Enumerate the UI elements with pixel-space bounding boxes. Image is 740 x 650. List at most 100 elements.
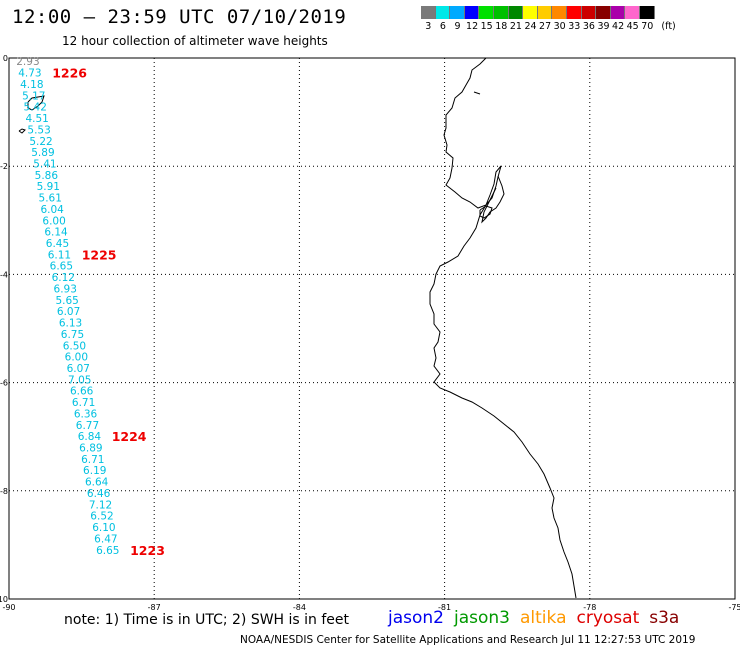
swh-value: 6.00 [42, 215, 65, 227]
swh-value: 6.89 [79, 443, 102, 455]
swh-value: 6.77 [76, 420, 99, 432]
swh-value: 6.11 [48, 249, 71, 261]
coastline-mainland [429, 57, 577, 599]
longitude-label: -84 [293, 603, 306, 612]
galapagos-small-island [18, 128, 26, 134]
color-scale-swatch [435, 6, 451, 19]
color-scale-label: 42 [612, 21, 625, 32]
color-scale-label: 18 [495, 21, 508, 32]
color-scale-label: 33 [568, 21, 581, 32]
swh-value: 5.53 [27, 124, 50, 136]
swh-value: 6.75 [61, 329, 84, 341]
swh-value: 5.22 [29, 136, 52, 148]
swh-value: 7.12 [89, 499, 112, 511]
swh-value: 6.52 [90, 511, 113, 523]
color-scale-swatch [493, 6, 509, 19]
color-scale-label: 36 [582, 21, 595, 32]
color-scale-label: 6 [439, 21, 446, 32]
color-scale-swatch [421, 6, 436, 19]
swh-value: 6.36 [74, 408, 98, 420]
color-scale-legend: 3 6 9 12 15 18 21 24 27 30 33 36 39 42 45 70 (ft) [421, 6, 676, 32]
time-mark: 1224 [112, 429, 147, 444]
color-scale-swatch [639, 6, 655, 19]
credit-line: NOAA/NESDIS Center for Satellite Applica… [240, 634, 696, 646]
swh-value: 6.45 [46, 238, 69, 250]
swh-value: 6.47 [94, 533, 117, 545]
longitude-label: -75 [728, 603, 740, 612]
color-scale-swatch [581, 6, 597, 19]
color-scale-label: 39 [597, 21, 610, 32]
satellite-label: altika [520, 608, 567, 628]
color-scale-label: 27 [539, 21, 552, 32]
color-scale-label: 24 [524, 21, 537, 32]
latitude-label: 0 [3, 54, 8, 63]
swh-value: 5.91 [37, 181, 60, 193]
swh-value: 5.42 [24, 102, 47, 114]
color-scale-label: 12 [466, 21, 479, 32]
color-scale-label: 21 [509, 21, 522, 32]
satellite-label: s3a [649, 608, 680, 628]
swh-value: 5.17 [22, 90, 45, 102]
longitude-label: -90 [2, 603, 15, 612]
time-mark: 1223 [130, 543, 165, 558]
latitude-label: -8 [0, 487, 8, 496]
longitude-label: -78 [583, 603, 596, 612]
swh-value: 6.14 [44, 227, 68, 239]
swh-value: 6.71 [72, 397, 95, 409]
color-scale-swatch [610, 6, 626, 19]
swh-value: 4.51 [25, 113, 48, 125]
color-scale-unit: (ft) [661, 21, 676, 32]
color-scale-label: 70 [641, 21, 654, 32]
swh-value: 6.93 [54, 283, 77, 295]
satellite-label: cryosat [576, 608, 640, 628]
swh-value: 5.41 [33, 158, 56, 170]
latitude-label: -4 [0, 270, 8, 279]
coastline-puna-island [479, 205, 493, 219]
color-scale-swatch [479, 6, 494, 19]
swh-value: 5.89 [31, 147, 54, 159]
swh-value: 5.65 [55, 295, 78, 307]
satellite-label: jason3 [454, 608, 510, 628]
color-scale-swatch [566, 6, 582, 19]
color-scale-swatch [450, 6, 465, 19]
color-scale-swatches [421, 6, 655, 19]
time-marks: 1226 1225 1224 1223 [52, 66, 165, 558]
latitude-label: -2 [0, 162, 8, 171]
swh-value: 6.19 [83, 465, 106, 477]
map-subtitle: 12 hour collection of altimeter wave hei… [62, 34, 328, 48]
swh-value: 6.12 [52, 272, 75, 284]
swh-value: 6.13 [59, 318, 82, 330]
longitude-label: -87 [148, 603, 161, 612]
map-title: 12:00 – 23:59 UTC 07/10/2019 [12, 6, 347, 28]
altimeter-track: 2.934.734.185.175.424.515.535.225.895.41… [16, 56, 119, 557]
color-scale-labels: 3 6 9 12 15 18 21 24 27 30 33 36 39 42 45 70 (ft) [421, 19, 675, 32]
swh-value: 6.10 [92, 522, 115, 534]
swh-value: 6.04 [40, 204, 64, 216]
coastline-la-plata [473, 91, 481, 95]
swh-value: 6.00 [65, 352, 88, 364]
color-scale-label: 3 [425, 21, 432, 32]
time-mark: 1225 [82, 247, 117, 262]
swh-value: 2.93 [16, 56, 39, 68]
swh-value: 5.86 [35, 170, 59, 182]
swh-value: 4.18 [20, 79, 43, 91]
longitude-label: -81 [438, 603, 451, 612]
swh-value: 4.73 [18, 68, 41, 80]
color-scale-label: 45 [626, 21, 639, 32]
swh-value: 6.07 [57, 306, 80, 318]
latitude-label: -6 [0, 379, 8, 388]
color-scale-swatch [523, 6, 538, 19]
swh-value: 6.71 [81, 454, 104, 466]
galapagos-isabela [27, 95, 45, 111]
swh-value: 6.64 [85, 477, 109, 489]
latitude-label: -10 [0, 595, 8, 604]
color-scale-swatch [596, 6, 611, 19]
color-scale-label: 9 [454, 21, 461, 32]
color-scale-label: 30 [553, 21, 566, 32]
longitude-labels: -90 -87 -84 -81 -78 -75 [2, 603, 740, 612]
swh-value: 6.46 [87, 488, 111, 500]
coastline-gulf-detail [481, 175, 505, 224]
map-frame [8, 57, 736, 600]
coastline [18, 57, 577, 599]
color-scale-swatch [537, 6, 553, 19]
